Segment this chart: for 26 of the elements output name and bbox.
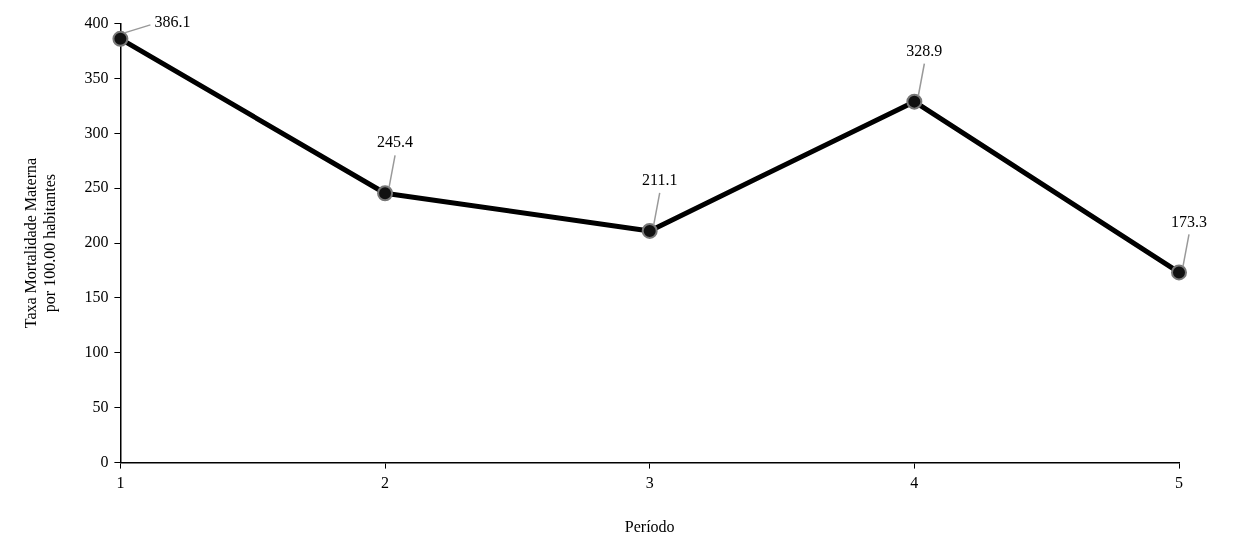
x-tick-label: 1 xyxy=(116,474,125,492)
point xyxy=(906,93,923,110)
data-label: 245.4 xyxy=(377,133,414,151)
y-tick-label: 350 xyxy=(84,68,109,86)
y-tick-label: 300 xyxy=(84,123,109,141)
data-label: 328.9 xyxy=(906,41,943,59)
y-tick-label: 200 xyxy=(84,233,109,251)
point xyxy=(377,185,394,202)
y-axis-title: Taxa Mortalidade Materna por 100.00 habitantes xyxy=(21,157,59,329)
x-tick-label: 4 xyxy=(910,474,919,492)
data-label: 173.3 xyxy=(1171,212,1207,230)
x-axis-title: Período xyxy=(624,517,675,535)
point xyxy=(1171,264,1187,281)
point xyxy=(112,30,129,47)
y-tick-label: 50 xyxy=(92,397,109,415)
y-tick-label: 400 xyxy=(84,13,109,31)
point xyxy=(641,222,658,239)
x-tick-label: 5 xyxy=(1175,474,1183,492)
y-tick-label: 0 xyxy=(100,452,109,470)
x-tick-label: 3 xyxy=(645,474,654,492)
x-tick-label: 2 xyxy=(381,474,390,492)
y-tick-label: 100 xyxy=(84,343,109,361)
y-tick-label: 150 xyxy=(84,288,109,306)
data-label: 211.1 xyxy=(642,171,678,189)
y-tick-label: 250 xyxy=(84,178,109,196)
data-label: 386.1 xyxy=(154,13,191,31)
